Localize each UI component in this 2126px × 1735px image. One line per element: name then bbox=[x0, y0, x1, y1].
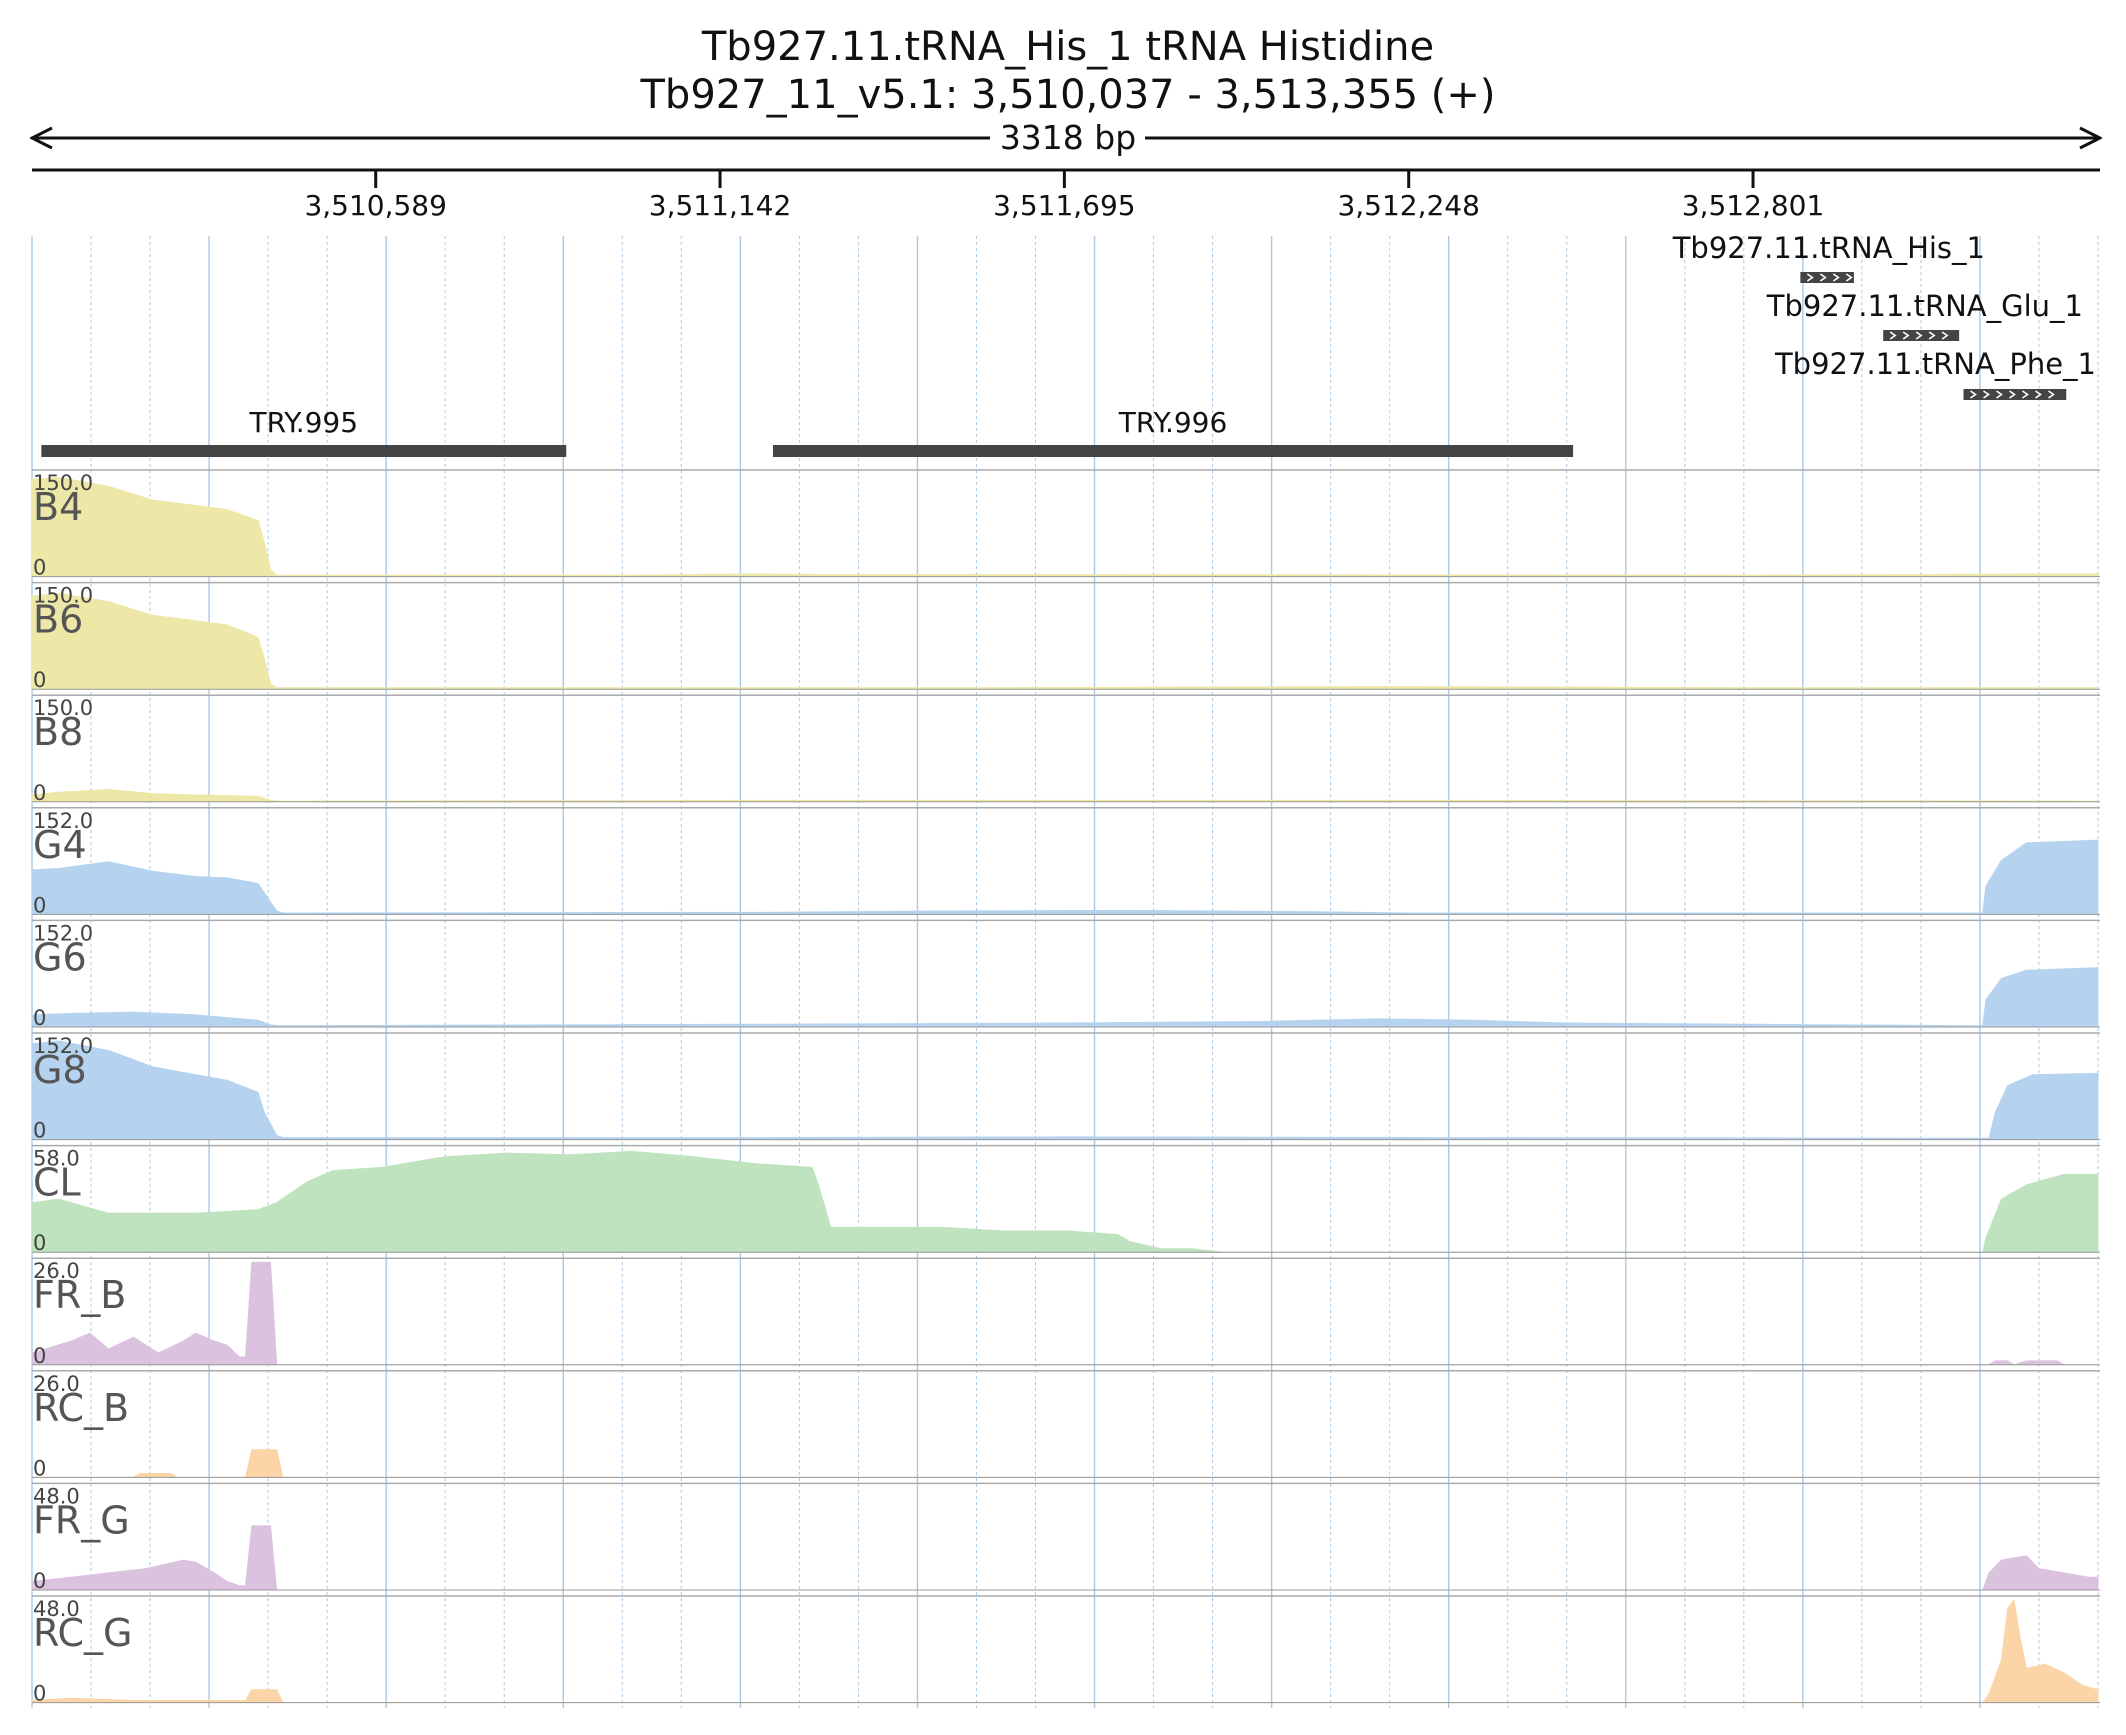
strand-arrow bbox=[2035, 390, 2042, 399]
coverage-area bbox=[31, 1040, 2099, 1141]
track-max-label: 150.0 bbox=[33, 471, 93, 495]
coverage-area bbox=[31, 1261, 2098, 1366]
track-name-label: CL bbox=[33, 1161, 81, 1205]
track-max-label: 150.0 bbox=[33, 696, 93, 720]
track-zero-label: 0 bbox=[33, 1682, 46, 1706]
track-name-label: G6 bbox=[33, 935, 87, 979]
feature-bar[interactable] bbox=[41, 445, 567, 457]
feature-label: TRY.995 bbox=[249, 406, 359, 439]
coverage-area bbox=[32, 1449, 2098, 1478]
axis-ticks: 3,510,589 3,511,142 3,511,695 3,512,248 3,51… bbox=[304, 170, 1824, 222]
track-name-label: B6 bbox=[33, 598, 83, 642]
gene-label: Tb927.11.tRNA_His_1 bbox=[1672, 231, 1985, 265]
track-max-label: 152.0 bbox=[33, 1034, 93, 1058]
track-max-label: 48.0 bbox=[33, 1597, 80, 1621]
track-name-label: RC_G bbox=[33, 1611, 133, 1655]
coverage-area bbox=[31, 476, 2099, 578]
tick-label: 3,511,695 bbox=[993, 189, 1136, 222]
strand-arrow bbox=[1832, 273, 1840, 282]
track-rc-g: 48.0RC_G 0 bbox=[31, 1595, 2100, 1706]
track-fr-b: 26.0FR_B 0 bbox=[31, 1257, 2100, 1368]
strand-arrow bbox=[1819, 273, 1827, 282]
track-b6: 150.0B6 0 bbox=[31, 581, 2100, 692]
strand-arrow bbox=[2022, 390, 2029, 399]
track-max-label: 48.0 bbox=[33, 1484, 80, 1508]
tick-label: 3,510,589 bbox=[304, 189, 447, 222]
tick-label: 3,511,142 bbox=[649, 189, 792, 222]
tick-label: 3,512,248 bbox=[1337, 189, 1480, 222]
tick-label: 3,512,801 bbox=[1682, 189, 1825, 222]
gene-bar[interactable] bbox=[1800, 272, 1854, 283]
track-zero-label: 0 bbox=[33, 1231, 46, 1255]
track-g6: 152.0G6 0 bbox=[31, 919, 2100, 1030]
track-g8: 152.0G8 0 bbox=[31, 1032, 2100, 1143]
track-b4: 150.0B4 0 bbox=[31, 469, 2100, 580]
track-zero-label: 0 bbox=[33, 1569, 46, 1593]
span-length-label: 3318 bp bbox=[1000, 118, 1136, 157]
coverage-area bbox=[31, 788, 2099, 803]
track-name-label: B8 bbox=[33, 710, 83, 754]
strand-arrow bbox=[1941, 331, 1949, 340]
track-fr-g: 48.0FR_G 0 bbox=[31, 1482, 2100, 1593]
gene-label: Tb927.11.tRNA_Glu_1 bbox=[1766, 289, 2083, 323]
coverage-area bbox=[31, 1525, 2099, 1591]
track-zero-label: 0 bbox=[33, 781, 46, 805]
track-rc-b: 26.0RC_B 0 bbox=[32, 1370, 2100, 1480]
gene-track: Tb927.11.tRNA_His_1 Tb927.11.tRNA_Glu_1 Tb… bbox=[1672, 231, 2096, 400]
track-max-label: 26.0 bbox=[33, 1259, 80, 1283]
track-zero-label: 0 bbox=[33, 893, 46, 917]
coverage-area bbox=[31, 967, 2099, 1028]
gridlines bbox=[31, 236, 2099, 1708]
track-b8: 150.0B8 0 bbox=[31, 694, 2100, 805]
strand-arrow bbox=[1928, 331, 1936, 340]
track-name-label: FR_G bbox=[33, 1498, 130, 1542]
strand-arrow bbox=[1806, 273, 1814, 282]
coverage-area bbox=[31, 1150, 2099, 1253]
track-max-label: 152.0 bbox=[33, 809, 93, 833]
track-max-label: 150.0 bbox=[33, 584, 93, 608]
chart-title-line1: Tb927.11.tRNA_His_1 tRNA Histidine bbox=[701, 24, 1434, 70]
strand-arrow bbox=[1996, 390, 2003, 399]
strand-arrow bbox=[2048, 390, 2055, 399]
strand-arrow bbox=[1845, 273, 1853, 282]
track-name-label: RC_B bbox=[33, 1386, 129, 1430]
feature-bar[interactable] bbox=[772, 445, 1574, 457]
track-cl: 58.0CL 0 bbox=[31, 1144, 2100, 1255]
track-max-label: 58.0 bbox=[33, 1147, 80, 1171]
track-name-label: FR_B bbox=[33, 1273, 126, 1317]
gene-label: Tb927.11.tRNA_Phe_1 bbox=[1774, 347, 2096, 381]
strand-arrow bbox=[1983, 390, 1990, 399]
coverage-area bbox=[31, 592, 2099, 690]
coverage-tracks: 150.0B40150.0B60150.0B80152.0G40152.0G60… bbox=[31, 469, 2100, 1706]
track-zero-label: 0 bbox=[33, 668, 46, 692]
track-name-label: B4 bbox=[33, 485, 83, 529]
chart-title-line2: Tb927_11_v5.1: 3,510,037 - 3,513,355 (+) bbox=[640, 72, 1496, 118]
track-zero-label: 0 bbox=[33, 1006, 46, 1030]
track-zero-label: 0 bbox=[33, 1344, 46, 1368]
strand-arrow bbox=[1902, 331, 1910, 340]
track-max-label: 152.0 bbox=[33, 921, 93, 945]
track-max-label: 26.0 bbox=[33, 1372, 80, 1396]
feature-label: TRY.996 bbox=[1118, 406, 1228, 439]
track-name-label: G4 bbox=[33, 823, 87, 867]
strand-arrow bbox=[1970, 390, 1977, 399]
coverage-area bbox=[31, 1598, 2099, 1704]
feature-track: TRY.995 TRY.996 bbox=[41, 406, 1574, 457]
strand-arrow bbox=[1889, 331, 1897, 340]
track-name-label: G8 bbox=[33, 1048, 87, 1092]
coverage-area bbox=[31, 839, 2099, 915]
track-zero-label: 0 bbox=[33, 1456, 46, 1480]
strand-arrow bbox=[1915, 331, 1923, 340]
strand-arrow bbox=[2009, 390, 2016, 399]
track-zero-label: 0 bbox=[33, 1119, 46, 1143]
track-g4: 152.0G4 0 bbox=[31, 807, 2100, 917]
track-zero-label: 0 bbox=[33, 556, 46, 580]
